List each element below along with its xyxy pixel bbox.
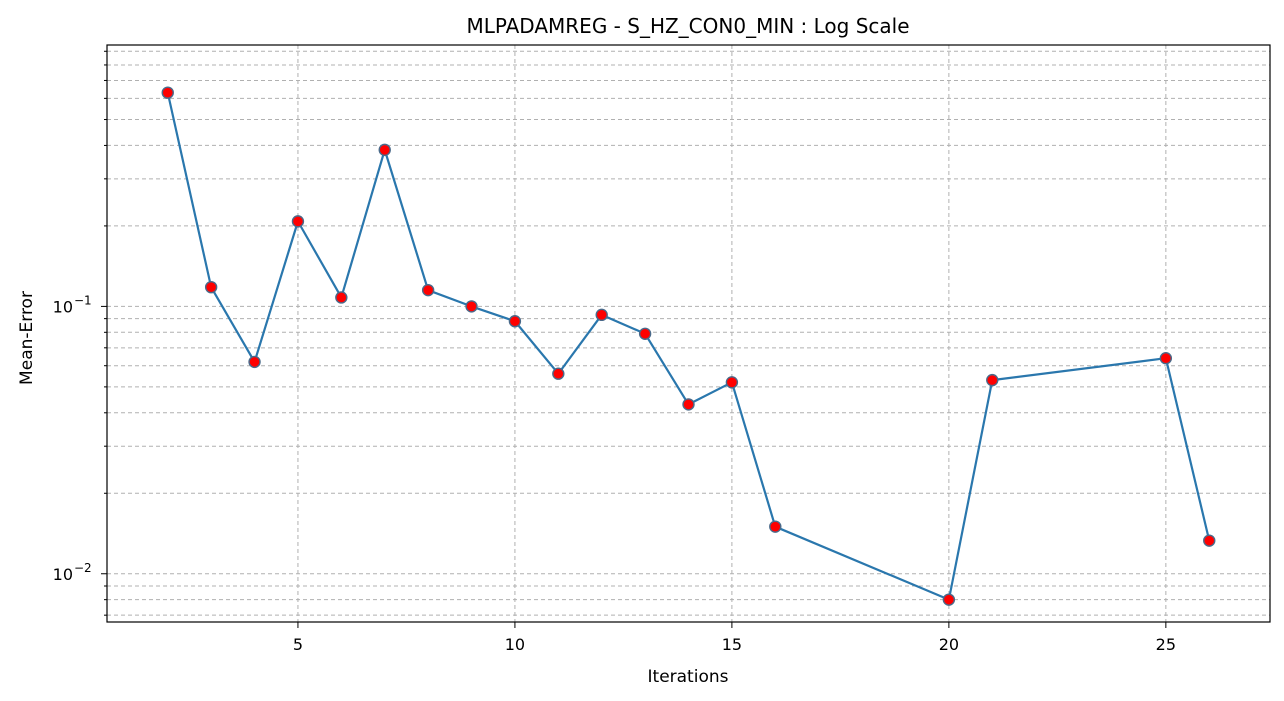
data-point xyxy=(638,327,652,340)
data-point xyxy=(291,215,305,228)
data-point xyxy=(465,300,478,313)
data-point xyxy=(421,283,435,297)
x-tick-label: 20 xyxy=(939,635,959,654)
data-point xyxy=(335,291,348,304)
data-point xyxy=(248,355,261,369)
y-tick-label-exponent: −1 xyxy=(74,293,92,307)
x-axis-label: Iterations xyxy=(648,667,729,687)
data-point xyxy=(378,143,391,157)
series-layer xyxy=(161,86,1216,606)
data-point xyxy=(1159,352,1173,365)
data-point xyxy=(508,315,522,328)
x-tick-label: 15 xyxy=(722,635,742,654)
data-point xyxy=(161,86,174,99)
data-point xyxy=(986,373,999,387)
data-point xyxy=(682,398,695,411)
x-tick-label: 5 xyxy=(293,635,303,654)
data-point xyxy=(204,280,218,294)
data-point xyxy=(725,376,739,389)
x-tick-label: 25 xyxy=(1156,635,1176,654)
y-tick-label-exponent: −2 xyxy=(74,561,92,575)
plot-frame xyxy=(106,44,1271,623)
grid-lines xyxy=(107,45,1270,622)
y-axis-label: Mean-Error xyxy=(17,291,37,385)
data-point xyxy=(595,308,608,322)
data-point xyxy=(552,367,565,380)
data-point xyxy=(942,593,956,606)
chart-title: MLPADAMREG - S_HZ_CON0_MIN : Log Scale xyxy=(466,14,909,38)
data-point xyxy=(1203,534,1216,547)
x-tick-label: 10 xyxy=(505,635,525,654)
y-tick-label: 10 xyxy=(53,297,73,316)
data-point xyxy=(769,520,782,533)
series-line xyxy=(166,92,1211,601)
y-tick-label: 10 xyxy=(53,565,73,584)
